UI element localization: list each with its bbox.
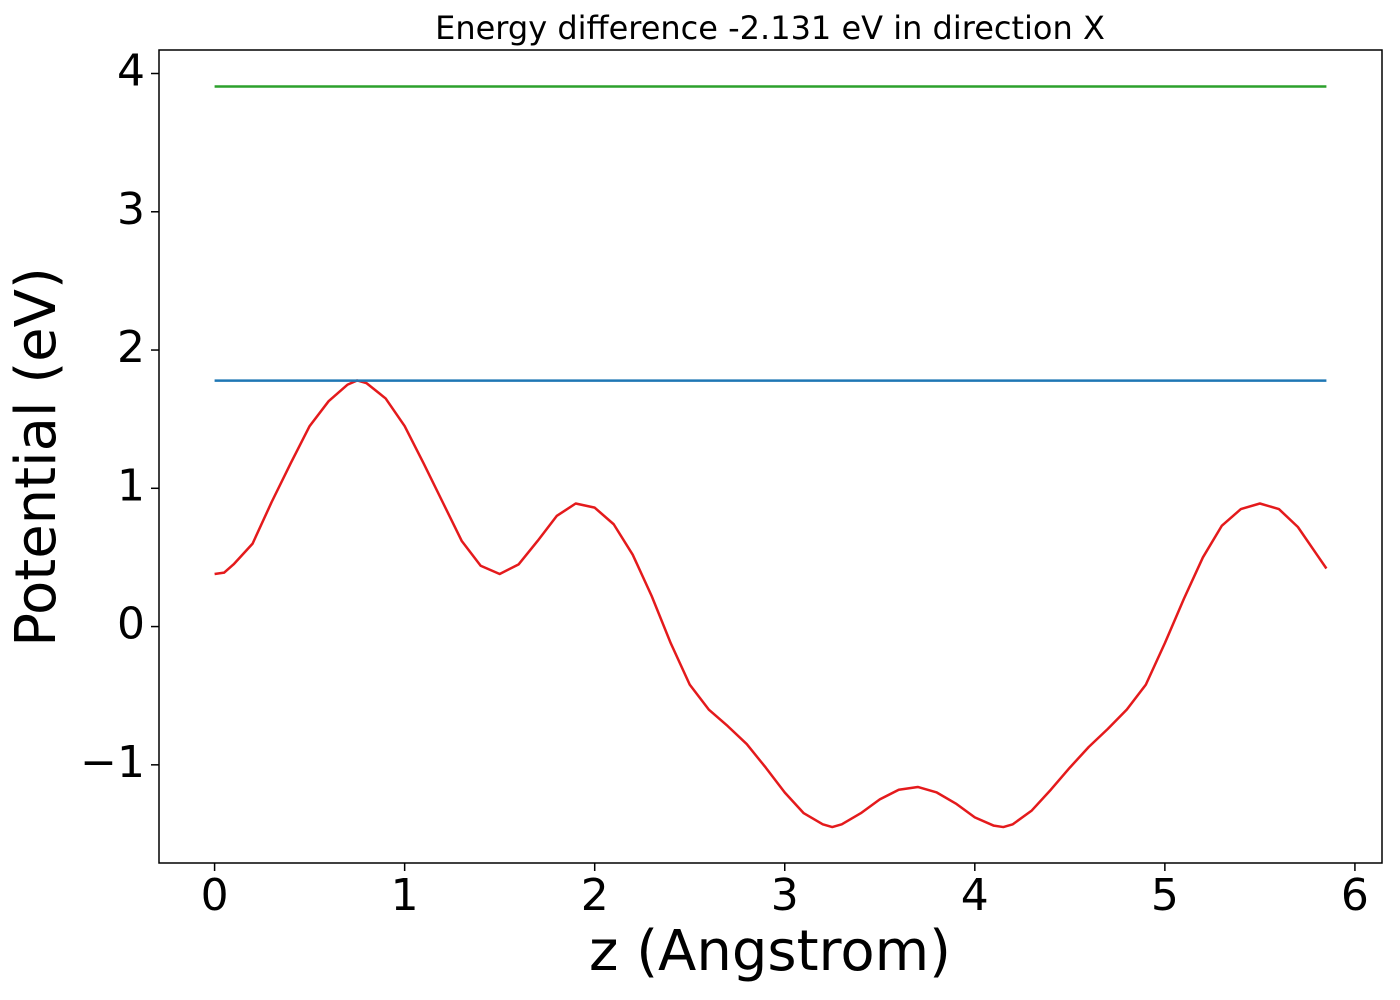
x-tick-label: 3 — [771, 870, 799, 921]
x-tick-label: 5 — [1151, 870, 1179, 921]
plot-frame — [158, 49, 1383, 864]
y-tick-label: 3 — [117, 184, 145, 235]
x-tick-label: 1 — [391, 870, 419, 921]
x-tick-label: 4 — [961, 870, 989, 921]
y-tick-label: 0 — [117, 599, 145, 650]
y-tick-label: 1 — [117, 460, 145, 511]
x-tick-label: 6 — [1341, 870, 1369, 921]
chart-title: Energy difference -2.131 eV in direction… — [435, 9, 1105, 47]
y-axis-label: Potential (eV) — [4, 267, 69, 647]
y-tick-label: 2 — [117, 322, 145, 373]
data-line — [214, 379, 1328, 829]
y-tick-label: 4 — [117, 46, 145, 97]
y-tick-label: −1 — [80, 737, 145, 788]
x-axis-label: z (Angstrom) — [589, 919, 951, 984]
x-tick-label: 0 — [201, 870, 229, 921]
x-tick-label: 2 — [581, 870, 609, 921]
